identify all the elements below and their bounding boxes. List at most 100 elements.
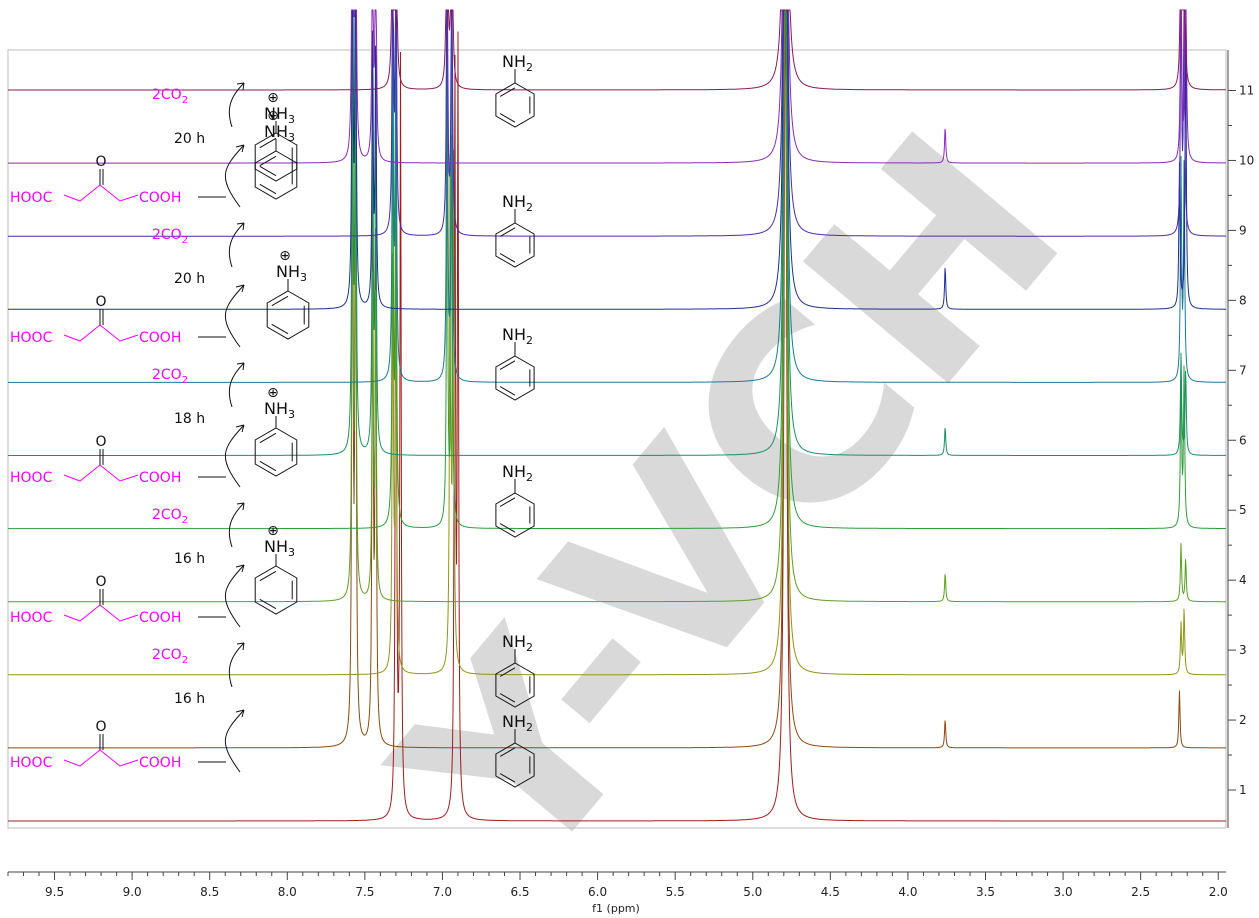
decarboxylation-2: 2CO2 16 h <box>152 507 205 567</box>
reaction-time-label: 20 h <box>174 131 205 147</box>
ammonium-label: NH3 <box>264 537 295 559</box>
plus-charge-icon: ⊕ <box>267 108 279 124</box>
ammonium-label: NH3 <box>264 104 295 126</box>
co2-label: 2CO2 <box>152 87 188 106</box>
stack-tick-label-1: 1 <box>1239 783 1247 797</box>
x-tick-label: 2.0 <box>1209 885 1228 899</box>
aniline-structure-9: NH2 <box>495 192 535 268</box>
co2-release-arrow <box>228 362 245 408</box>
hooc-label: HOOC <box>10 470 53 486</box>
stack-tick-label-5: 5 <box>1239 503 1247 517</box>
plot-border <box>7 49 1227 829</box>
plus-charge-icon: ⊕ <box>267 385 279 401</box>
plus-charge-icon: ⊕ <box>267 523 279 539</box>
stack-tick-label-2: 2 <box>1239 713 1247 727</box>
spectrum-trace-6 <box>8 9 1226 456</box>
reaction-arrow <box>224 564 245 628</box>
spectrum-trace-10 <box>8 9 1226 164</box>
stack-tick-label-10: 10 <box>1239 153 1254 167</box>
ketone-o-label: O <box>95 294 106 310</box>
spectrum-trace-11 <box>8 9 1227 91</box>
x-tick-label: 5.0 <box>743 885 762 899</box>
co2-label: 2CO2 <box>152 227 188 246</box>
amine-label: NH2 <box>502 462 533 484</box>
co2-release-arrow <box>228 82 245 128</box>
stack-tick-label-6: 6 <box>1239 433 1247 447</box>
hooc-label: HOOC <box>10 190 53 206</box>
reaction-arrow <box>224 284 245 348</box>
stack-tick-label-7: 7 <box>1239 363 1247 377</box>
aniline-structure-3: NH2 <box>495 632 535 708</box>
cooh-label: COOH <box>139 190 181 206</box>
x-tick-label: 6.0 <box>588 885 607 899</box>
stack-tick-label-8: 8 <box>1239 293 1247 307</box>
stack-tick-label-3: 3 <box>1239 643 1247 657</box>
hooc-label: HOOC <box>10 755 53 771</box>
hooc-label: HOOC <box>10 330 53 346</box>
x-tick-label: 7.0 <box>433 885 452 899</box>
x-tick-label: 9.0 <box>123 885 142 899</box>
aniline-structure-11: NH2 <box>495 52 535 128</box>
decarboxylation-1: 2CO2 16 h <box>152 647 205 707</box>
aniline-structure-5: NH2 <box>495 462 535 538</box>
amine-label: NH2 <box>502 712 533 734</box>
cooh-label: COOH <box>139 330 181 346</box>
acetonedicarboxylic-acid-5: HOOC O COOH <box>10 154 226 206</box>
spectrum-traces <box>8 9 1227 822</box>
cooh-label: COOH <box>139 610 181 626</box>
spectrum-trace-1 <box>8 9 1226 822</box>
spectrum-trace-3 <box>8 9 1226 676</box>
amine-label: NH2 <box>502 192 533 214</box>
x-tick-label: 4.5 <box>821 885 840 899</box>
stack-axis: 1 2 3 4 5 6 7 8 9 10 11 <box>1227 50 1254 828</box>
anilinium-structure-3: NH3⊕ <box>266 248 310 340</box>
acetonedicarboxylic-acid-4: HOOC O COOH <box>10 294 226 346</box>
x-tick-label: 8.0 <box>278 885 297 899</box>
co2-release-arrow <box>228 222 245 268</box>
reaction-annotations: NH2NH2NH2NH2NH2NH2NH3⊕NH3⊕NH3⊕NH3⊕NH3⊕HO… <box>10 52 535 788</box>
amine-label: NH2 <box>502 52 533 74</box>
spectrum-trace-8 <box>8 9 1226 310</box>
x-axis: 9.5 9.0 8.5 8.0 7.5 7.0 6.5 6.0 5.5 5.0 4.5 4.0 3.5 3… <box>7 871 1228 899</box>
spectrum-trace-5 <box>8 9 1226 530</box>
spectrum-trace-2 <box>8 9 1226 749</box>
x-tick-label: 9.5 <box>45 885 64 899</box>
reaction-time-label: 18 h <box>174 411 205 427</box>
co2-release-arrow <box>228 642 245 688</box>
reaction-time-label: 20 h <box>174 271 205 287</box>
co2-label: 2CO2 <box>152 367 188 386</box>
decarboxylation-5: 2CO2 20 h <box>152 87 205 147</box>
amine-label: NH2 <box>502 325 533 347</box>
aniline-structure-7: NH2 <box>495 325 535 401</box>
reaction-time-label: 16 h <box>174 691 205 707</box>
co2-label: 2CO2 <box>152 507 188 526</box>
plus-charge-icon: ⊕ <box>267 90 279 106</box>
acetonedicarboxylic-acid-3: HOOC O COOH <box>10 434 226 486</box>
x-tick-label: 2.5 <box>1131 885 1150 899</box>
reaction-arrow <box>224 144 245 208</box>
plus-charge-icon: ⊕ <box>279 248 291 264</box>
plot-frame <box>7 49 1227 829</box>
x-tick-label: 3.5 <box>976 885 995 899</box>
hooc-label: HOOC <box>10 610 53 626</box>
x-tick-label: 7.5 <box>355 885 374 899</box>
ketone-o-label: O <box>95 154 106 170</box>
co2-release-arrow <box>228 502 245 548</box>
stack-tick-label-4: 4 <box>1239 573 1247 587</box>
cooh-label: COOH <box>139 755 181 771</box>
ketone-o-label: O <box>95 434 106 450</box>
acetonedicarboxylic-acid-1: HOOC O COOH <box>10 719 226 771</box>
anilinium-structure-5: NH3⊕ <box>254 90 298 182</box>
x-axis-label: f1 (ppm) <box>592 902 640 915</box>
reaction-arrow <box>224 709 245 773</box>
stack-tick-label-9: 9 <box>1239 223 1247 237</box>
cooh-label: COOH <box>139 470 181 486</box>
decarboxylation-4: 2CO2 20 h <box>152 227 205 287</box>
anilinium-structure-2: NH3⊕ <box>254 385 298 477</box>
x-tick-label: 3.0 <box>1054 885 1073 899</box>
reaction-arrow <box>224 424 245 488</box>
co2-label: 2CO2 <box>152 647 188 666</box>
ammonium-label: NH3 <box>276 262 307 284</box>
ketone-o-label: O <box>95 719 106 735</box>
